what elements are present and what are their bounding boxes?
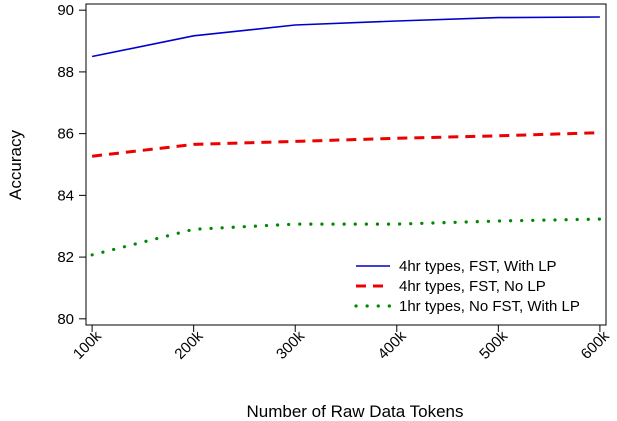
legend: 4hr types, FST, With LP 4hr types, FST, N… — [354, 258, 580, 315]
y-axis: 80 82 84 86 88 90 — [57, 2, 86, 328]
y-tick-label: 80 — [57, 311, 74, 328]
y-tick-label: 82 — [57, 249, 74, 266]
x-axis: 100k 200k 300k 400k 500k 600k — [70, 325, 613, 363]
x-tick-label: 400k — [375, 327, 410, 362]
x-tick-label: 300k — [273, 327, 308, 362]
series-line-3 — [90, 217, 602, 257]
legend-label-3: 1hr types, No FST, With LP — [399, 298, 580, 315]
series-line-1 — [91, 16, 600, 58]
y-tick-label: 86 — [57, 126, 74, 143]
y-axis-title: Accuracy — [6, 130, 25, 200]
x-tick-label: 600k — [578, 327, 613, 362]
series-line-2 — [91, 131, 600, 158]
x-tick-label: 200k — [171, 327, 206, 362]
x-tick-label: 500k — [476, 327, 511, 362]
x-axis-title: Number of Raw Data Tokens — [246, 402, 463, 421]
y-tick-label: 88 — [57, 64, 74, 81]
series-layer — [90, 16, 602, 257]
y-tick-label: 90 — [57, 2, 74, 19]
y-tick-label: 84 — [57, 187, 74, 204]
x-tick-label: 100k — [70, 327, 105, 362]
legend-label-2: 4hr types, FST, No LP — [399, 278, 546, 295]
plot-frame — [85, 3, 607, 326]
legend-label-1: 4hr types, FST, With LP — [399, 258, 557, 275]
